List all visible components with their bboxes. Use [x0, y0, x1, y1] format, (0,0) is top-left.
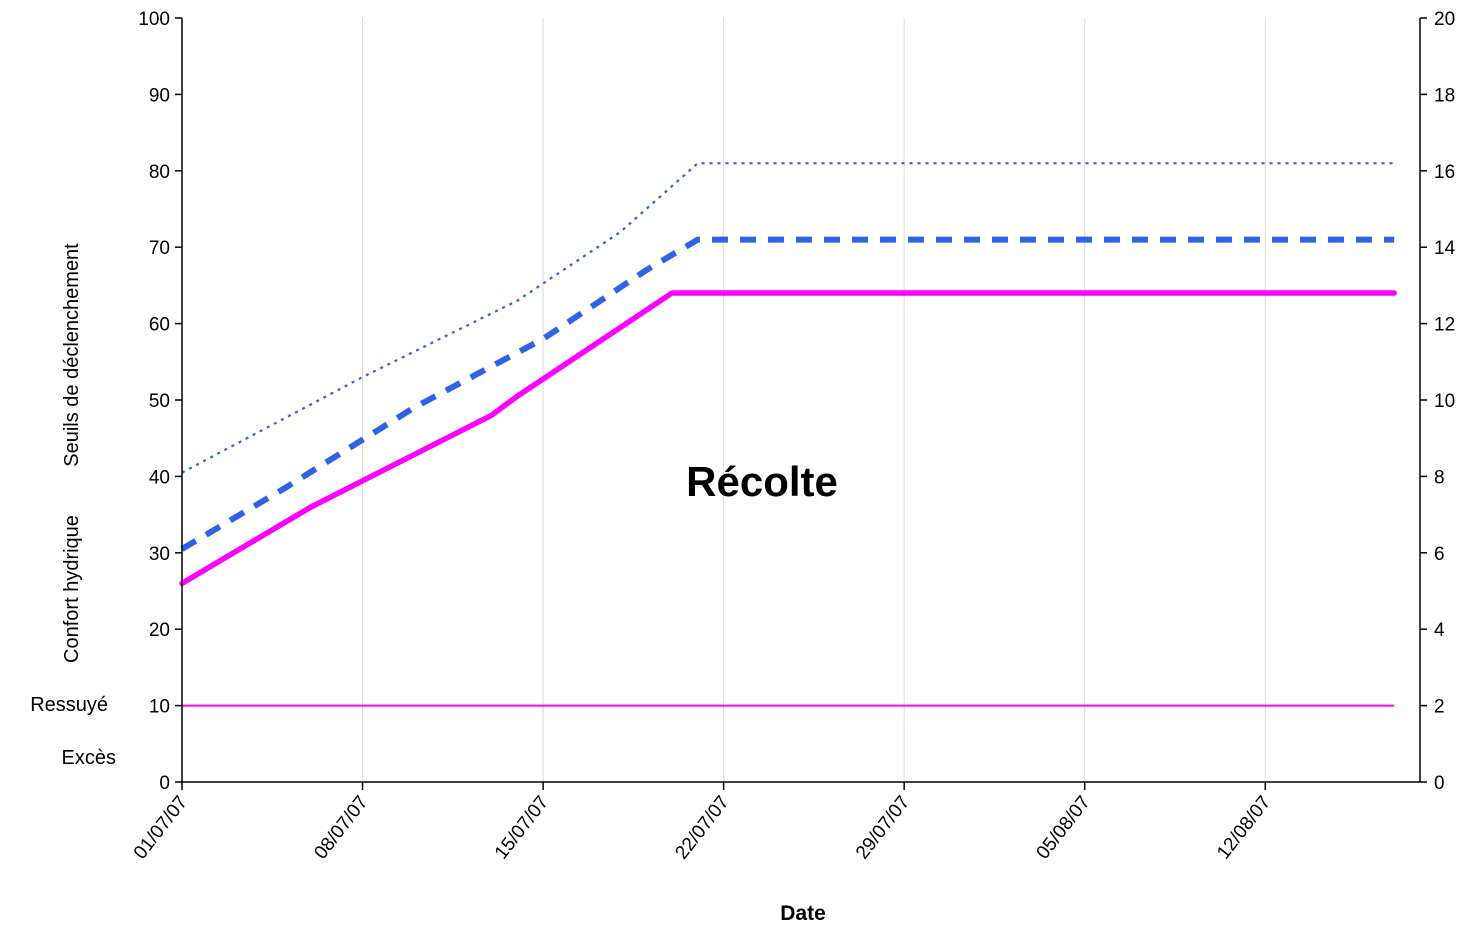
- y2-tick-label: 0: [1434, 773, 1445, 794]
- x-tick-label: 05/08/07: [1033, 792, 1095, 863]
- y2-tick-label: 16: [1434, 162, 1455, 183]
- y2-tick-label: 18: [1434, 85, 1455, 106]
- y-tick-label: 20: [149, 620, 170, 641]
- x-tick-label: 22/07/07: [671, 792, 733, 863]
- x-tick-label: 15/07/07: [491, 792, 553, 863]
- y-tick-label: 80: [149, 162, 170, 183]
- x-tick-label: 12/08/07: [1213, 792, 1275, 863]
- y2-tick-label: 8: [1434, 467, 1445, 488]
- x-tick-label: 29/07/07: [852, 792, 914, 863]
- y2-tick-label: 12: [1434, 315, 1455, 336]
- y2-tick-label: 20: [1434, 9, 1455, 30]
- zone-label-ressuye: Ressuyé: [30, 694, 108, 716]
- y-tick-label: 50: [149, 391, 170, 412]
- y-tick-label: 100: [138, 9, 170, 30]
- x-axis-title: Date: [780, 902, 826, 925]
- axes-layer: [181, 18, 1421, 783]
- series-layer: [179, 162, 1397, 707]
- y-tick-label: 70: [149, 238, 170, 259]
- annotation-recolte: Récolte: [686, 458, 838, 505]
- y-tick-label: 10: [149, 697, 170, 718]
- series-line-dotted-thin: [181, 162, 1395, 474]
- y2-tick-label: 14: [1434, 238, 1456, 259]
- ticks-layer: 0 10 20 30 40 50 60 70 80 90 100 0 2 4 6 8 10 12 14 16 18 20 0…: [130, 9, 1456, 863]
- y-axis-title-line-1: Seuils de déclenchement: [61, 243, 83, 467]
- series-line-solid-thick: [179, 290, 1397, 587]
- y2-tick-label: 4: [1434, 620, 1445, 641]
- zone-label-exces: Excès: [62, 747, 116, 769]
- y-tick-label: 0: [159, 773, 170, 794]
- y-tick-label: 90: [149, 85, 170, 106]
- y2-tick-label: 2: [1434, 697, 1445, 718]
- grid-layer: [362, 18, 1266, 782]
- y2-tick-label: 10: [1434, 391, 1455, 412]
- series-line-dashed-thick: [180, 236, 1395, 552]
- x-tick-label: 01/07/07: [130, 792, 192, 863]
- y-tick-label: 60: [149, 315, 170, 336]
- y2-tick-label: 6: [1434, 544, 1445, 565]
- y-axis-title-line-2: Confort hydrique: [61, 515, 83, 663]
- x-tick-label: 08/07/07: [310, 792, 372, 863]
- y-tick-label: 30: [149, 544, 170, 565]
- y-tick-label: 40: [149, 467, 170, 488]
